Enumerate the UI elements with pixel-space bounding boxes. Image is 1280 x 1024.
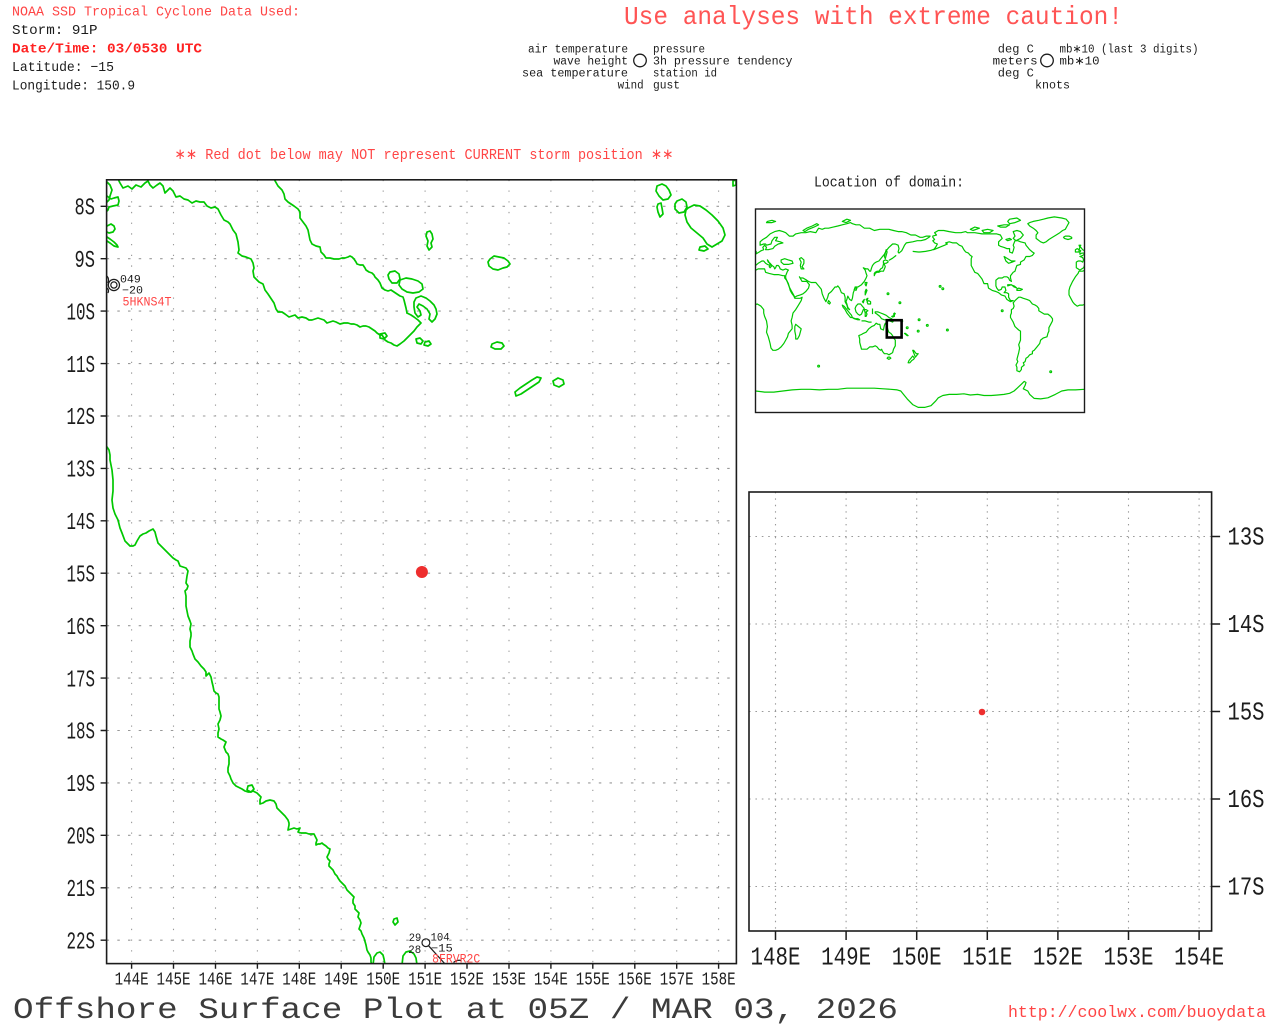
svg-text:17S: 17S [1228,873,1265,903]
svg-text:3h pressure tendency: 3h pressure tendency [653,56,793,69]
svg-text:15S: 15S [1228,698,1265,728]
svg-text:Offshore Surface Plot at 05Z /: Offshore Surface Plot at 05Z / MAR 03, 2… [13,994,898,1024]
svg-text:Location of domain:: Location of domain: [814,175,964,192]
svg-text:150E: 150E [366,971,400,991]
svg-text:20S: 20S [67,825,96,852]
svg-text:148E: 148E [751,943,801,973]
svg-text:5HKNS4T: 5HKNS4T [123,296,172,310]
svg-text:15S: 15S [67,562,96,589]
svg-text:16S: 16S [1228,785,1265,815]
svg-text:146E: 146E [199,971,233,991]
svg-text:−20: −20 [122,286,143,298]
svg-text:17S: 17S [67,667,96,694]
svg-text:153E: 153E [492,971,526,991]
svg-text:19S: 19S [67,772,96,799]
svg-text:9S: 9S [75,248,96,275]
svg-text:145E: 145E [157,971,191,991]
svg-text:049: 049 [120,275,141,287]
svg-text:∗∗ Red dot below may NOT repre: ∗∗ Red dot below may NOT represent CURRE… [175,147,674,164]
svg-text:8FRVR2C: 8FRVR2C [432,953,480,967]
svg-text:13S: 13S [1228,523,1265,553]
svg-text:wave height: wave height [554,56,629,69]
svg-text:NOAA SSD Tropical Cyclone Data: NOAA SSD Tropical Cyclone Data Used: [12,5,300,21]
svg-text:147E: 147E [240,971,274,991]
svg-text:mb∗10: mb∗10 [1060,56,1100,69]
svg-text:sea temperature: sea temperature [522,68,628,81]
svg-text:153E: 153E [1104,943,1154,973]
svg-text:148E: 148E [282,971,316,991]
svg-text:Storm: 91P: Storm: 91P [12,23,98,39]
svg-text:16S: 16S [67,615,96,642]
svg-text:149E: 149E [324,971,358,991]
svg-text:Latitude: −15: Latitude: −15 [12,60,114,76]
svg-text:151E: 151E [408,971,442,991]
svg-text:8S: 8S [75,196,96,223]
svg-text:152E: 152E [450,971,484,991]
svg-text:Date/Time: 03/0530 UTC: Date/Time: 03/0530 UTC [12,42,203,58]
svg-text:150E: 150E [892,943,942,973]
svg-text:10S: 10S [67,300,96,327]
svg-text:pressure: pressure [653,44,705,57]
svg-text:http://coolwx.com/buoydata: http://coolwx.com/buoydata [1008,1003,1266,1022]
svg-text:gust: gust [653,80,680,93]
svg-text:21S: 21S [67,877,96,904]
svg-text:156E: 156E [618,971,652,991]
svg-text:151E: 151E [962,943,1012,973]
svg-text:154E: 154E [534,971,568,991]
svg-text:149E: 149E [821,943,871,973]
svg-text:154E: 154E [1174,943,1224,973]
svg-text:104: 104 [431,933,451,945]
svg-text:18S: 18S [67,720,96,747]
svg-text:station id: station id [653,68,717,81]
svg-text:mb∗10 (last 3 digits): mb∗10 (last 3 digits) [1060,44,1199,57]
svg-text:Use analyses with extreme caut: Use analyses with extreme caution! [624,2,1123,32]
svg-text:wind: wind [618,80,644,93]
svg-text:22S: 22S [67,929,96,956]
svg-text:157E: 157E [660,971,694,991]
svg-text:11S: 11S [67,353,96,380]
svg-text:Longitude: 150.9: Longitude: 150.9 [12,79,135,95]
svg-text:14S: 14S [1228,610,1265,640]
svg-text:152E: 152E [1033,943,1083,973]
svg-text:155E: 155E [576,971,610,991]
svg-text:13S: 13S [67,458,96,485]
svg-text:144E: 144E [115,971,149,991]
svg-text:knots: knots [1035,80,1070,93]
svg-text:29: 29 [409,933,422,945]
svg-text:meters: meters [993,56,1038,69]
svg-text:air temperature: air temperature [528,44,628,57]
svg-text:14S: 14S [67,510,96,537]
svg-text:28: 28 [408,945,421,957]
svg-text:deg C: deg C [998,44,1034,57]
svg-text:158E: 158E [702,971,736,991]
svg-text:−15: −15 [431,943,453,955]
svg-text:12S: 12S [67,405,96,432]
svg-text:deg C: deg C [998,68,1034,81]
